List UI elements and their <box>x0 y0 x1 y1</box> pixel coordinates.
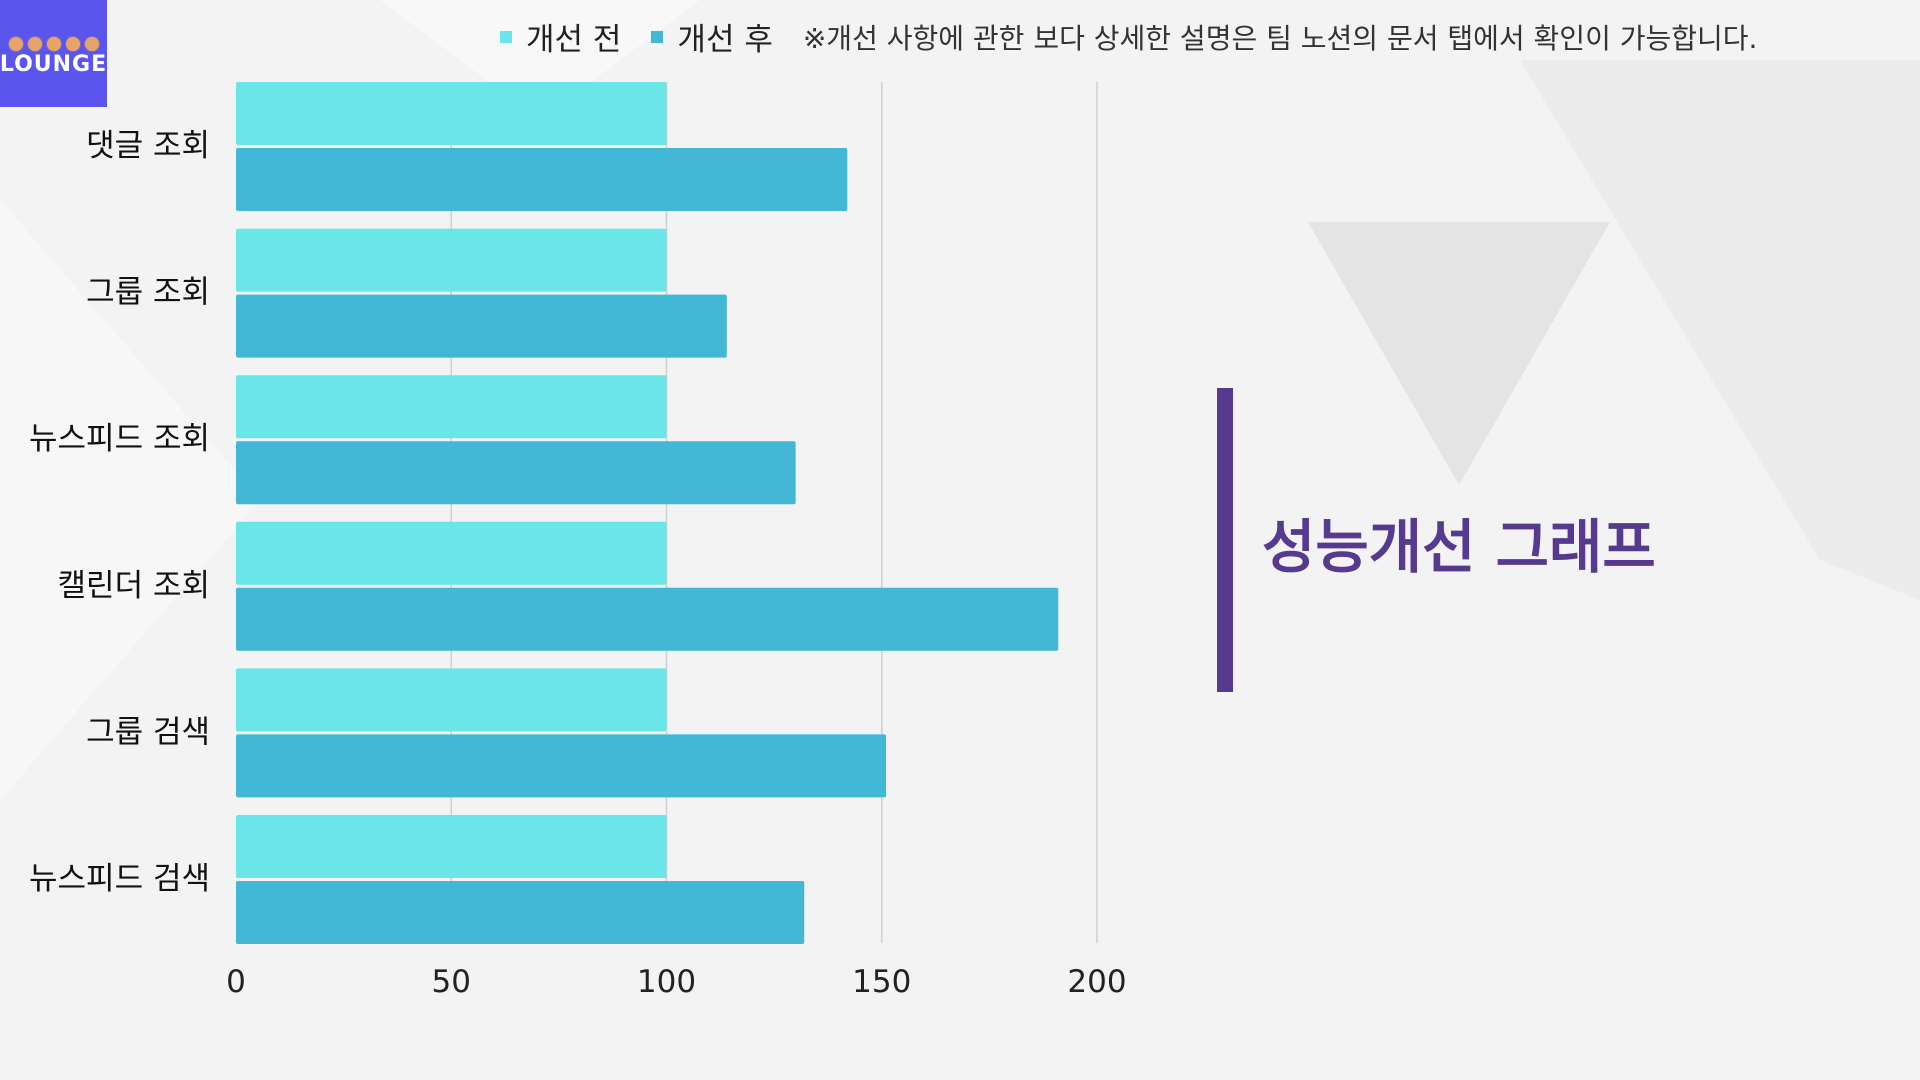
bar-before <box>236 82 667 145</box>
bar-after <box>236 441 796 505</box>
bar-after <box>236 734 887 798</box>
bar-after <box>236 294 727 358</box>
category-label: 캘린더 조회 <box>58 568 210 604</box>
legend-note: ※개선 사항에 관한 보다 상세한 설명은 팀 노션의 문서 탭에서 확인이 가… <box>802 21 1758 55</box>
x-tick-label: 0 <box>226 964 246 1000</box>
category-label: 댓글 조회 <box>86 128 210 164</box>
legend-label-after: 개선 후 <box>677 22 773 58</box>
bar-before <box>236 815 667 878</box>
category-label: 뉴스피드 검색 <box>29 861 210 897</box>
x-tick-label: 200 <box>1067 964 1126 1000</box>
x-tick-label: 50 <box>432 964 471 1000</box>
category-label: 뉴스피드 조회 <box>29 421 210 457</box>
chart-legend: 개선 전 개선 후 ※개선 사항에 관한 보다 상세한 설명은 팀 노션의 문서… <box>500 14 1757 59</box>
chart-title: 성능개선 그래프 <box>1262 513 1656 581</box>
lounge-logo: LOUNGE <box>0 0 107 107</box>
legend-label-before: 개선 전 <box>526 22 622 58</box>
bar-after <box>236 587 1059 651</box>
category-label: 그룹 검색 <box>86 714 210 750</box>
bar-before <box>236 375 667 439</box>
bar-before <box>236 521 667 585</box>
bar-before <box>236 228 667 292</box>
bar-after <box>236 881 805 944</box>
logo-text: LOUNGE <box>0 52 108 77</box>
x-tick-label: 100 <box>637 964 696 1000</box>
title-accent-bar <box>1217 388 1233 692</box>
bar-after <box>236 148 848 211</box>
legend-swatch-after <box>651 30 664 43</box>
bar-before <box>236 668 667 732</box>
legend-swatch-before <box>500 30 512 43</box>
x-tick-label: 150 <box>852 964 911 1000</box>
legend-item-after: 개선 후 <box>651 14 773 59</box>
legend-item-before: 개선 전 <box>500 14 621 59</box>
category-label: 그룹 조회 <box>86 275 210 311</box>
